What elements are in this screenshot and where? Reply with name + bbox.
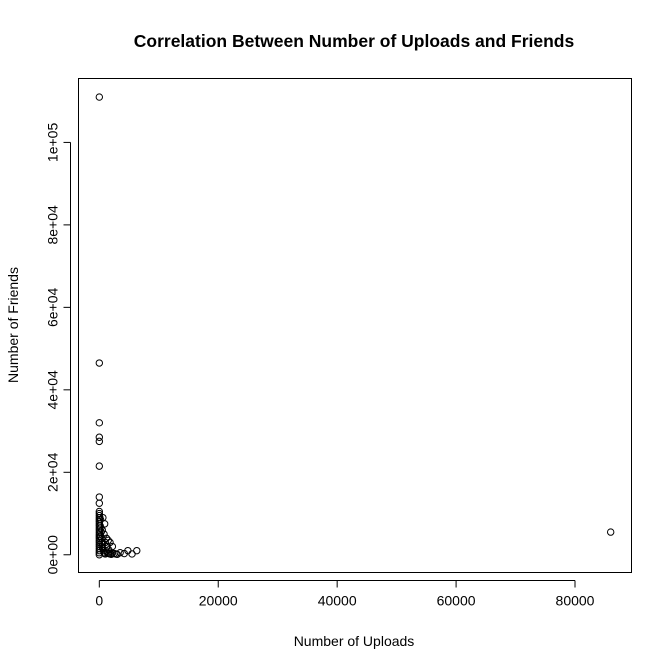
chart-title: Correlation Between Number of Uploads an… bbox=[134, 31, 575, 51]
data-point bbox=[101, 538, 109, 547]
y-axis: 0e+00 2e+04 4e+04 6e+04 8e+04 1e+05 bbox=[45, 123, 71, 575]
x-tick-label: 80000 bbox=[556, 593, 595, 609]
data-point bbox=[133, 546, 141, 555]
data-point bbox=[100, 520, 109, 528]
x-axis-label: Number of Uploads bbox=[294, 633, 415, 649]
data-point bbox=[97, 524, 105, 532]
data-point bbox=[95, 359, 104, 367]
data-point bbox=[95, 499, 104, 507]
data-point bbox=[98, 526, 106, 534]
data-point bbox=[95, 433, 104, 441]
data-points bbox=[95, 93, 615, 559]
y-tick-label: 4e+04 bbox=[45, 370, 61, 410]
y-tick-label: 1e+05 bbox=[45, 123, 61, 163]
y-axis-label: Number of Friends bbox=[5, 267, 21, 383]
data-point bbox=[606, 528, 615, 536]
data-point bbox=[95, 419, 104, 427]
data-point bbox=[95, 437, 104, 446]
y-tick-label: 2e+04 bbox=[45, 452, 61, 492]
data-point bbox=[95, 462, 104, 470]
y-tick-label: 8e+04 bbox=[45, 205, 61, 245]
data-point bbox=[100, 530, 108, 538]
data-point bbox=[95, 493, 104, 501]
y-tick-label: 0e+00 bbox=[45, 535, 61, 575]
plot-area-box bbox=[78, 78, 632, 573]
x-tick-label: 60000 bbox=[437, 593, 476, 609]
data-point bbox=[105, 546, 113, 554]
x-tick-label: 40000 bbox=[318, 593, 357, 609]
data-point bbox=[116, 549, 124, 557]
x-tick-label: 20000 bbox=[199, 593, 238, 609]
x-tick-label: 0 bbox=[95, 593, 103, 609]
x-axis: 0 20000 40000 60000 80000 bbox=[95, 580, 595, 609]
data-point bbox=[95, 93, 104, 101]
y-tick-label: 6e+04 bbox=[45, 287, 61, 327]
